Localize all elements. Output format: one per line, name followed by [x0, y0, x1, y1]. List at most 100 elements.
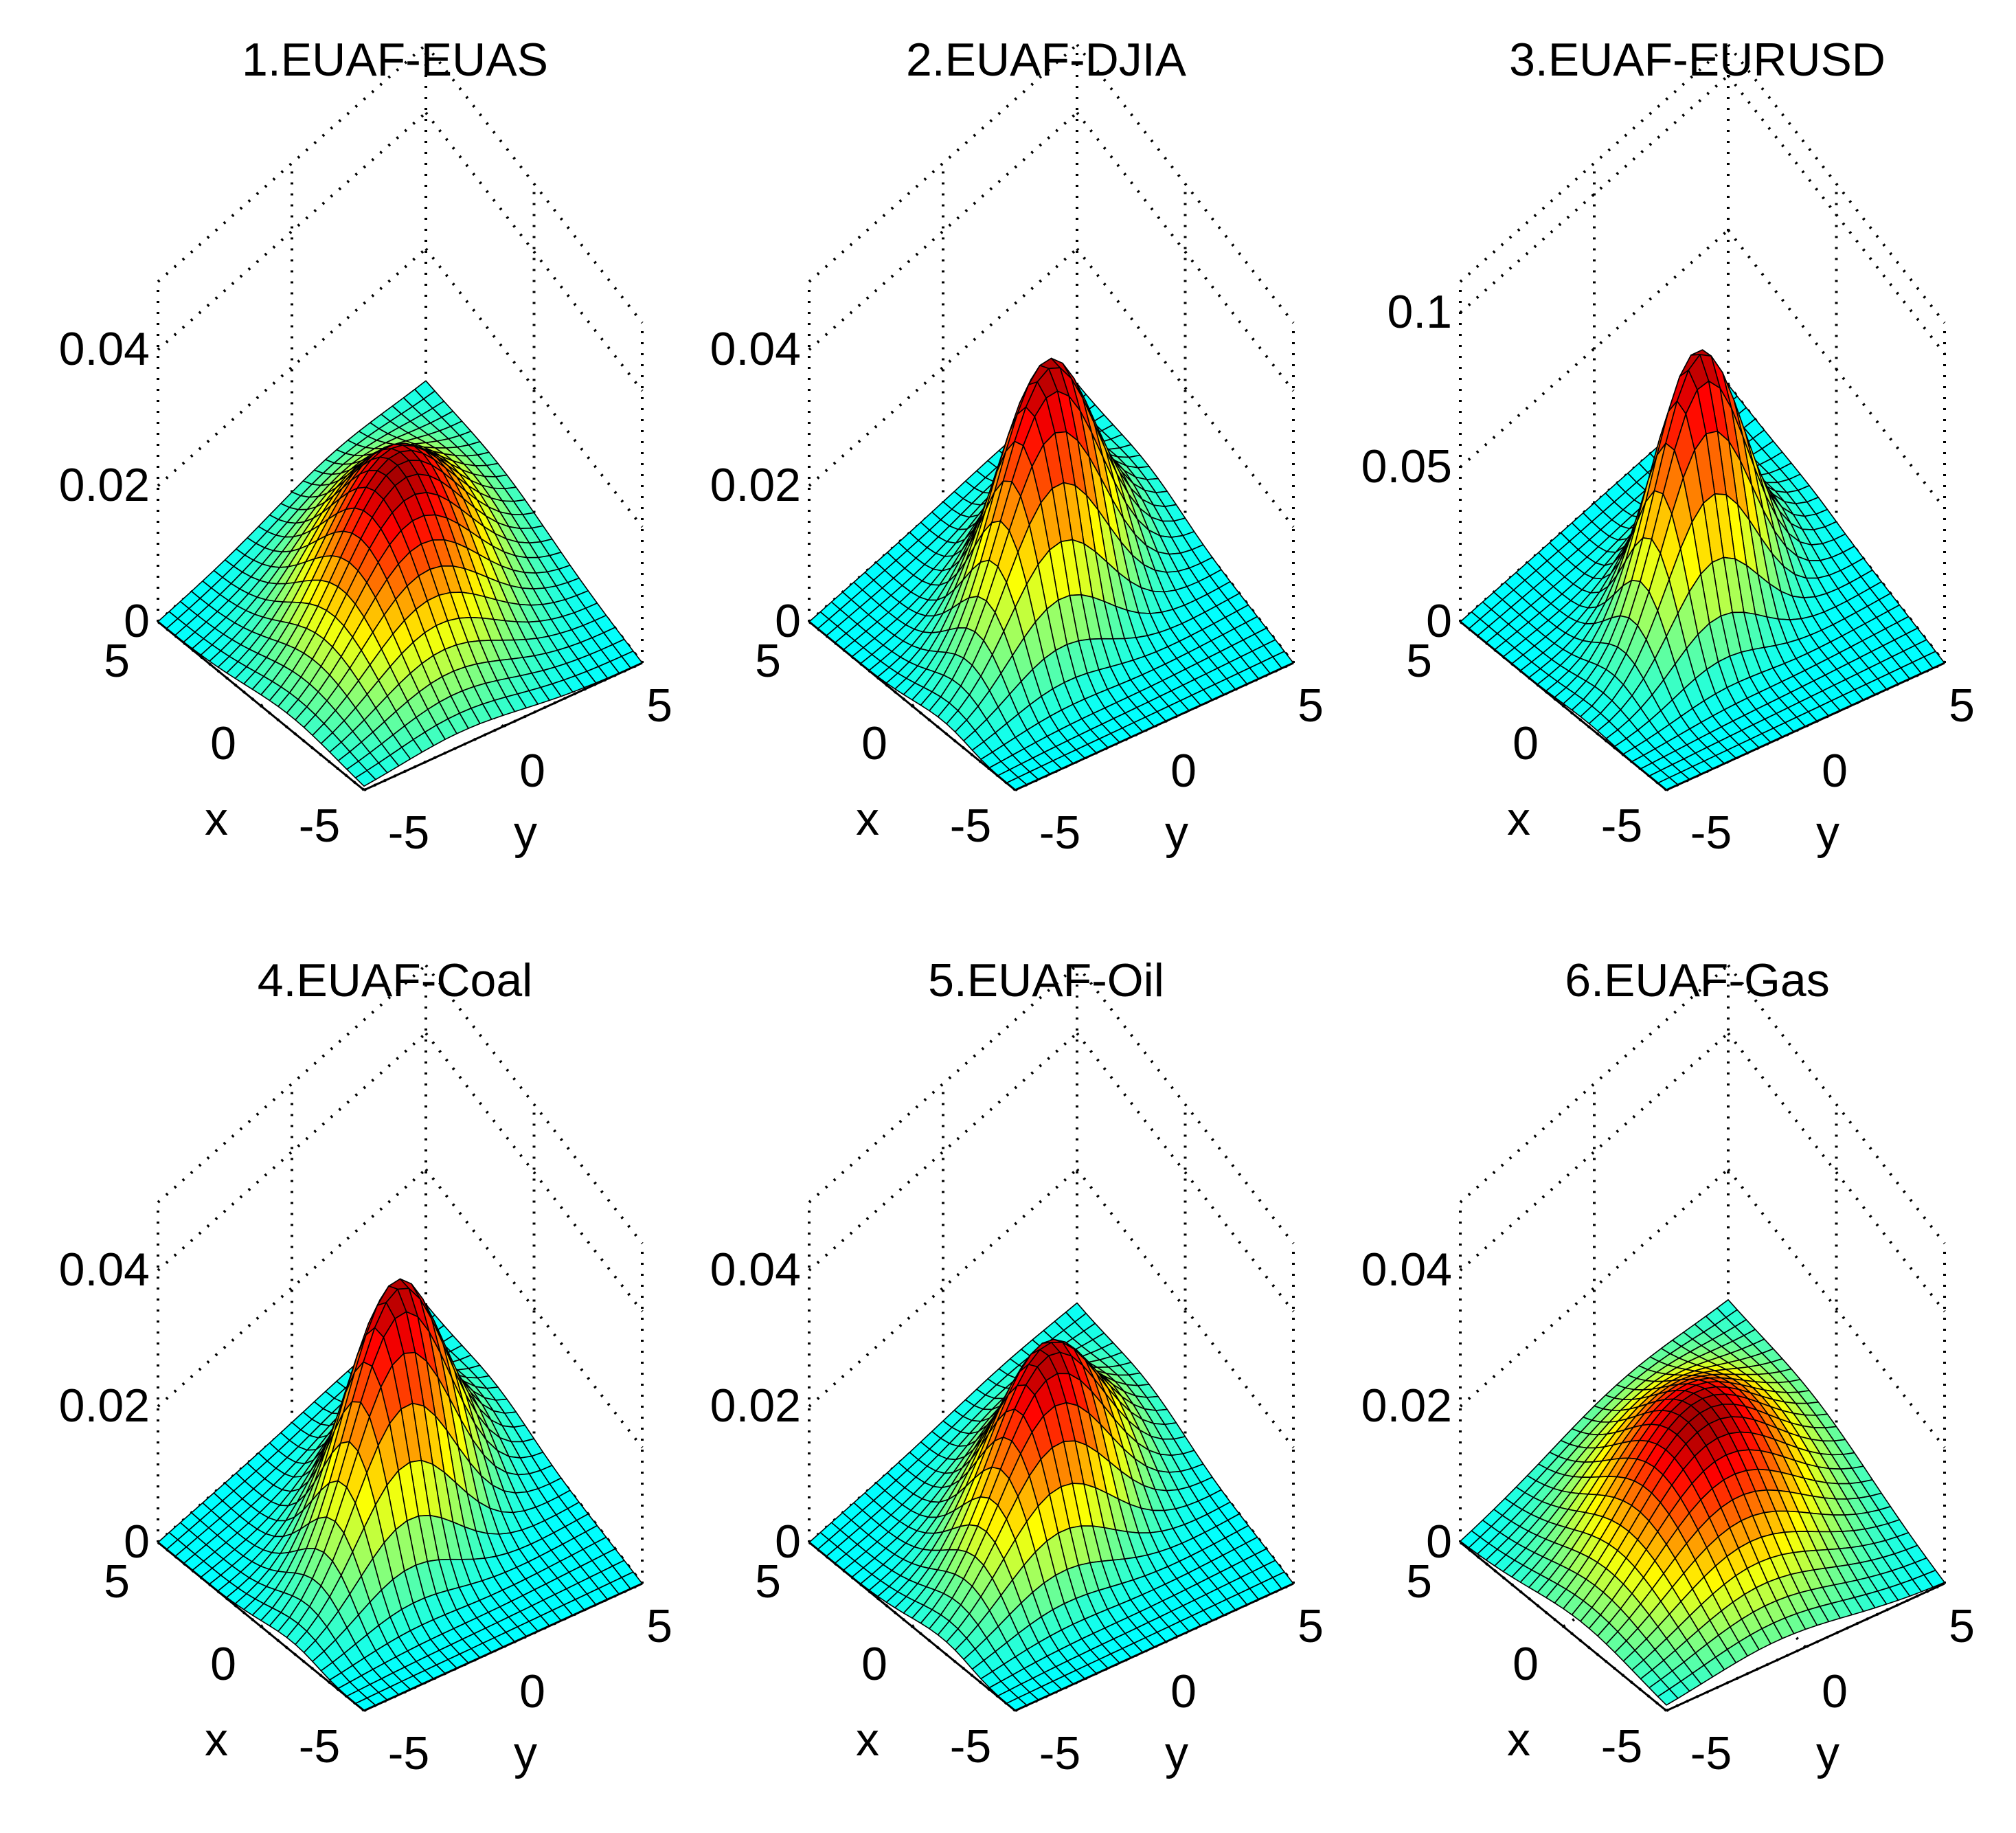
grid-line: [157, 1168, 427, 1408]
grid-line: [157, 43, 427, 283]
y-axis-line: [1015, 662, 1294, 791]
x-axis-label: x: [205, 793, 228, 845]
y-axis-label: y: [514, 1727, 537, 1779]
x-tick-label: 0: [861, 1638, 887, 1690]
grid-line: [1459, 74, 1730, 314]
z-tick-label: 0: [1426, 1516, 1452, 1568]
y-tick-label: -5: [388, 1727, 429, 1779]
x-tick-label: 5: [104, 635, 130, 687]
grid-line: [157, 964, 427, 1204]
grid-line: [1459, 1168, 1730, 1408]
y-tick-label: 0: [1170, 745, 1197, 797]
z-tick-label: 0.05: [1361, 440, 1452, 493]
z-tick-label: 0: [1426, 595, 1452, 647]
y-axis-line: [1666, 662, 1945, 791]
subplot-title: 2.EUAF-DJIA: [906, 34, 1187, 86]
x-axis-line: [157, 620, 365, 791]
x-axis-label: x: [205, 1713, 228, 1766]
x-tick-label: -5: [1601, 1720, 1642, 1773]
grid-line: [1727, 1032, 1946, 1313]
subplot-title: 1.EUAF-EUAS: [242, 34, 548, 86]
grid-line: [424, 43, 644, 324]
y-axis-line: [363, 662, 643, 791]
x-tick-label: 5: [755, 635, 781, 687]
y-axis-label: y: [1816, 1727, 1839, 1779]
grid-line: [1459, 964, 1730, 1204]
x-axis-label: x: [1507, 1713, 1530, 1766]
grid-line: [1459, 1032, 1730, 1272]
grid-line: [157, 111, 427, 351]
grid-line: [424, 111, 644, 392]
y-tick-label: 0: [519, 1665, 545, 1718]
y-tick-label: -5: [1690, 1727, 1732, 1779]
z-tick-label: 0.1: [1387, 286, 1452, 338]
surface-patch: [1657, 1688, 1679, 1706]
y-tick-label: 0: [1822, 745, 1848, 797]
x-tick-label: 0: [861, 717, 887, 769]
y-axis-line: [1666, 1582, 1945, 1712]
grid-line: [1076, 111, 1295, 392]
grid-line: [808, 964, 1078, 1204]
y-tick-label: 5: [646, 679, 672, 732]
z-tick-label: 0.04: [59, 323, 150, 375]
subplot-title: 3.EUAF-EURUSD: [1509, 34, 1885, 86]
y-axis-label: y: [514, 807, 537, 859]
grid-line: [1076, 1168, 1295, 1449]
x-tick-label: 5: [104, 1555, 130, 1608]
y-tick-label: 0: [519, 745, 545, 797]
x-tick-label: -5: [299, 800, 340, 852]
x-tick-label: -5: [299, 1720, 340, 1773]
z-tick-label: 0.04: [710, 1244, 801, 1296]
x-axis-line: [808, 1541, 1016, 1712]
surface-patch: [354, 769, 376, 787]
grid-line: [424, 1032, 644, 1313]
z-tick-label: 0.02: [59, 1380, 150, 1432]
subplot-title: 6.EUAF-Gas: [1565, 954, 1829, 1007]
y-tick-label: 0: [1170, 1665, 1197, 1718]
x-axis-line: [1460, 620, 1667, 791]
x-tick-label: -5: [950, 800, 991, 852]
x-tick-label: 5: [1406, 1555, 1432, 1608]
x-axis-label: x: [856, 793, 879, 845]
grid-line: [808, 111, 1078, 351]
grid-line: [808, 43, 1078, 283]
x-tick-label: 0: [1513, 717, 1539, 769]
x-tick-label: 5: [755, 1555, 781, 1608]
grid-line: [1076, 43, 1295, 324]
y-tick-label: -5: [1039, 807, 1080, 859]
z-tick-label: 0.04: [710, 323, 801, 375]
subplot-title: 4.EUAF-Coal: [258, 954, 533, 1007]
y-tick-label: -5: [388, 807, 429, 859]
y-tick-label: -5: [1690, 807, 1732, 859]
z-tick-label: 0.02: [710, 459, 801, 511]
grid-line: [1727, 43, 1946, 324]
x-axis-line: [1460, 1541, 1667, 1712]
grid-line: [157, 1032, 427, 1272]
z-tick-label: 0.04: [1361, 1244, 1452, 1296]
grid-line: [1076, 247, 1295, 528]
grid-line: [424, 1168, 644, 1449]
z-tick-label: 0.04: [59, 1244, 150, 1296]
grid-line: [1076, 964, 1295, 1245]
y-axis-line: [1015, 1582, 1294, 1712]
z-tick-label: 0: [124, 1516, 150, 1568]
x-axis-line: [157, 1541, 365, 1712]
grid-line: [424, 964, 644, 1245]
grid-line: [808, 1168, 1078, 1408]
x-tick-label: 0: [1513, 1638, 1539, 1690]
x-axis-label: x: [856, 1713, 879, 1766]
y-tick-label: 5: [1298, 1600, 1324, 1652]
x-axis-line: [808, 620, 1016, 791]
z-tick-label: 0: [775, 595, 801, 647]
y-tick-label: 5: [1298, 679, 1324, 732]
x-tick-label: 0: [210, 1638, 236, 1690]
grid-line: [808, 247, 1078, 487]
x-axis-label: x: [1507, 793, 1530, 845]
y-axis-label: y: [1165, 1727, 1188, 1779]
z-tick-label: 0.02: [1361, 1380, 1452, 1432]
